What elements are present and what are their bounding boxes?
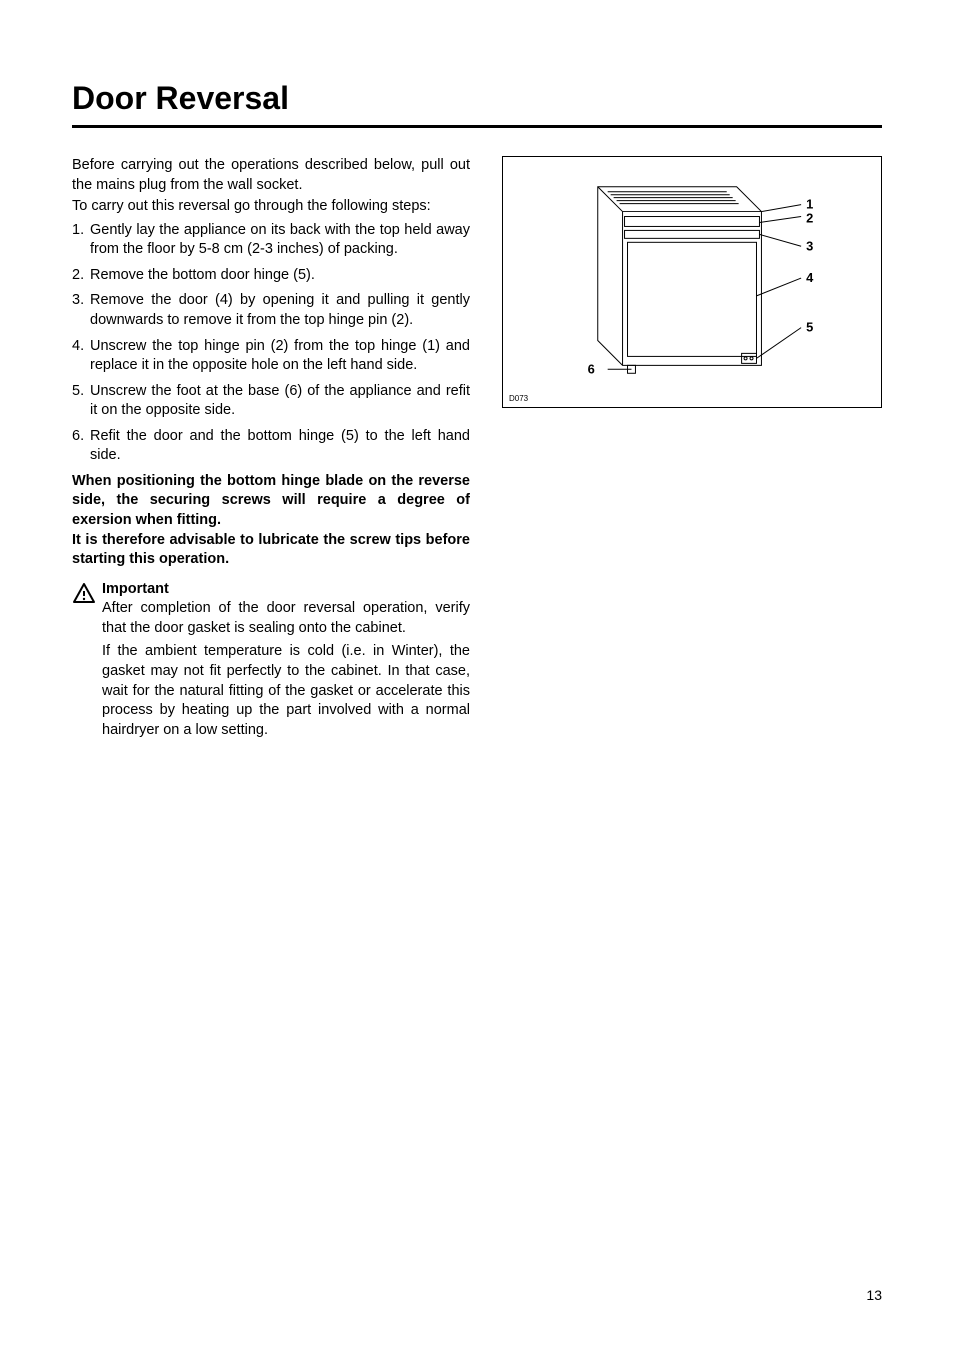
steps-list: Gently lay the appliance on its back wit… (72, 221, 470, 466)
important-heading: Important (102, 580, 470, 600)
step-item: Unscrew the foot at the base (6) of the … (72, 382, 470, 421)
diagram-label-4: 4 (806, 270, 814, 285)
bold-note: When positioning the bottom hinge blade … (72, 472, 470, 570)
intro-paragraph-2: To carry out this reversal go through th… (72, 197, 470, 217)
diagram-label-5: 5 (806, 320, 813, 335)
step-item: Refit the door and the bottom hinge (5) … (72, 427, 470, 466)
bold-note-p2: It is therefore advisable to lubricate t… (72, 531, 470, 570)
warning-icon (72, 582, 98, 613)
important-p2: If the ambient temperature is cold (i.e.… (102, 642, 470, 740)
important-text: Important After completion of the door r… (102, 580, 470, 745)
diagram-figure: 1 2 3 4 5 6 D073 (502, 156, 882, 408)
right-column: 1 2 3 4 5 6 D073 (502, 156, 882, 744)
important-p1: After completion of the door reversal op… (102, 599, 470, 638)
step-item: Unscrew the top hinge pin (2) from the t… (72, 337, 470, 376)
important-block: Important After completion of the door r… (72, 580, 470, 745)
page-number: 13 (866, 1287, 882, 1303)
diagram-label-1: 1 (806, 197, 813, 212)
two-column-layout: Before carrying out the operations descr… (72, 156, 882, 744)
figure-code: D073 (509, 394, 528, 403)
left-column: Before carrying out the operations descr… (72, 156, 470, 744)
diagram-label-2: 2 (806, 210, 813, 225)
intro-block: Before carrying out the operations descr… (72, 156, 470, 217)
diagram-label-6: 6 (588, 361, 595, 376)
diagram-label-3: 3 (806, 238, 813, 253)
intro-paragraph-1: Before carrying out the operations descr… (72, 156, 470, 195)
page-title: Door Reversal (72, 80, 882, 128)
step-item: Gently lay the appliance on its back wit… (72, 221, 470, 260)
bold-note-p1: When positioning the bottom hinge blade … (72, 472, 470, 531)
step-item: Remove the bottom door hinge (5). (72, 266, 470, 286)
step-item: Remove the door (4) by opening it and pu… (72, 291, 470, 330)
